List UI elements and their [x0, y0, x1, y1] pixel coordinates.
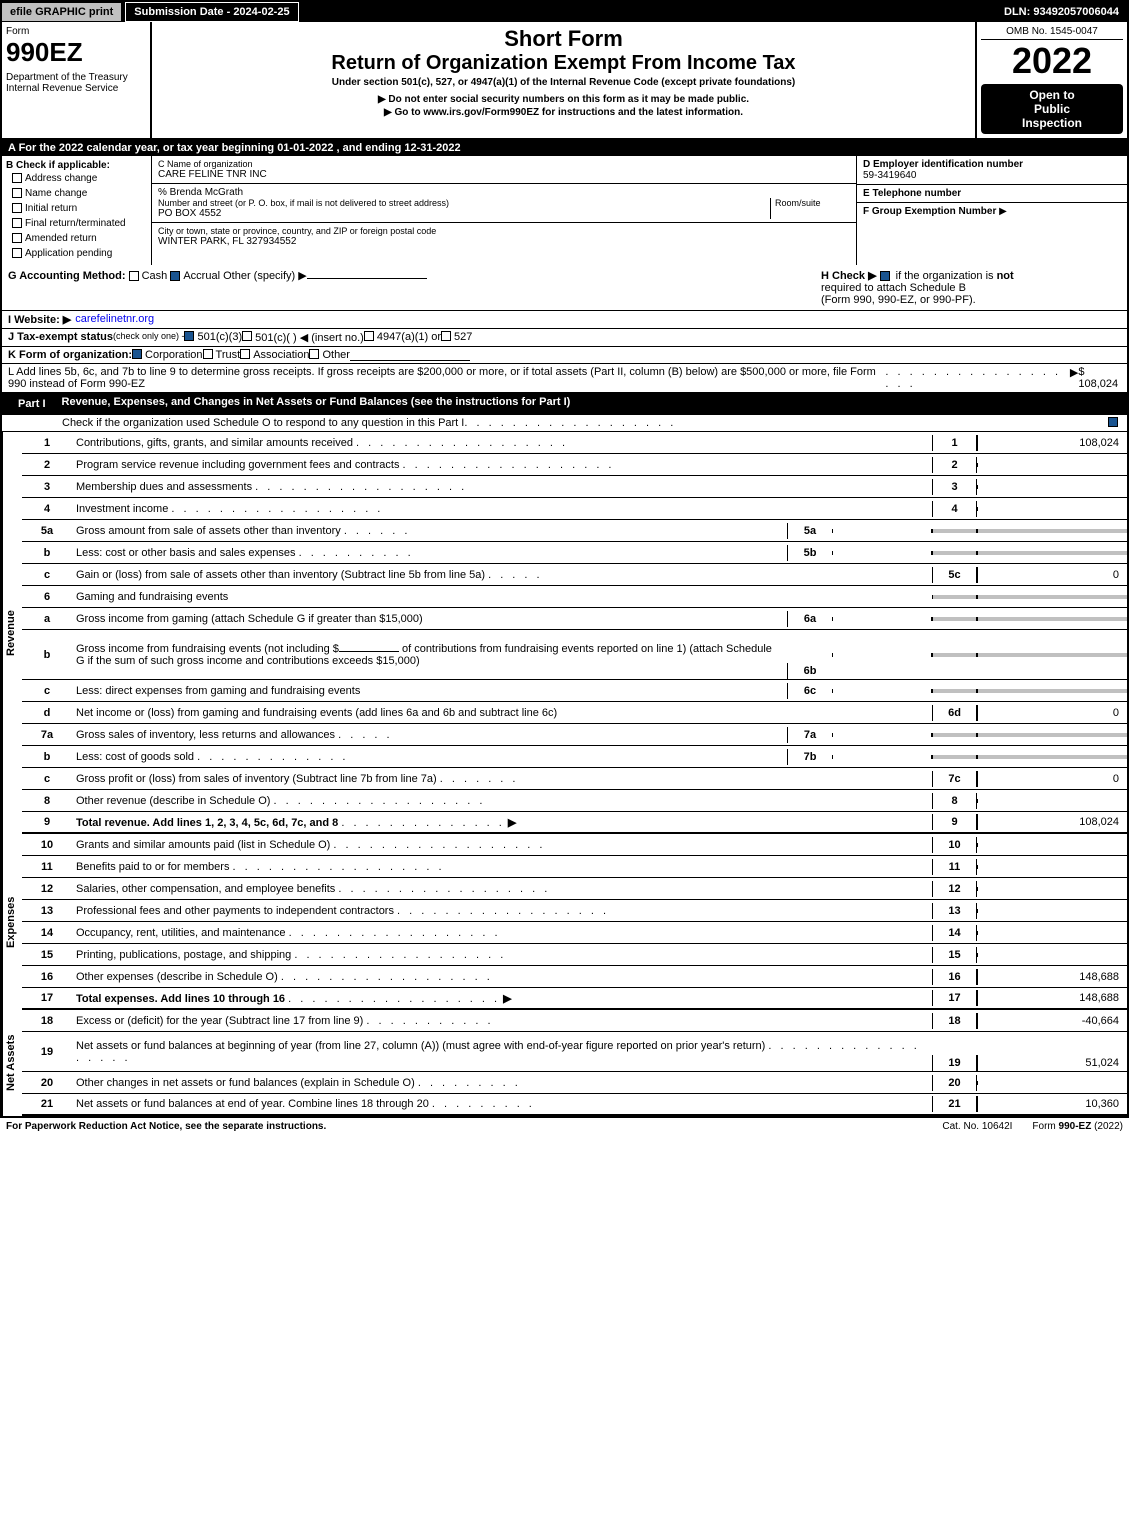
- line-14-amt: [977, 931, 1127, 935]
- line-19-amt: 51,024: [977, 1055, 1127, 1071]
- tel-label: E Telephone number: [863, 188, 1121, 199]
- net-assets-label: Net Assets: [2, 1010, 22, 1116]
- irs-label: Internal Revenue Service: [6, 83, 146, 94]
- line-6d-amt: 0: [977, 705, 1127, 721]
- check-schedule-b[interactable]: [880, 271, 890, 281]
- check-assoc[interactable]: [240, 349, 250, 359]
- l-amount: $ 108,024: [1078, 366, 1121, 390]
- group-label: F Group Exemption Number: [863, 206, 996, 217]
- efile-label[interactable]: efile GRAPHIC print: [2, 3, 121, 21]
- line-13-amt: [977, 909, 1127, 913]
- website-label: I Website: ▶: [8, 313, 71, 326]
- line-12-amt: [977, 887, 1127, 891]
- org-name-label: C Name of organization: [158, 159, 850, 169]
- website-link[interactable]: carefelinetnr.org: [75, 313, 154, 326]
- form-number: 990EZ: [6, 37, 146, 68]
- check-amended[interactable]: Amended return: [6, 231, 147, 246]
- part1-check-text: Check if the organization used Schedule …: [62, 417, 464, 429]
- arrow-icon: ▶: [999, 206, 1007, 217]
- k-label: K Form of organization:: [8, 349, 132, 361]
- check-trust[interactable]: [203, 349, 213, 359]
- dln: DLN: 93492057006044: [996, 3, 1127, 21]
- footer: For Paperwork Reduction Act Notice, see …: [0, 1118, 1129, 1135]
- open-public-badge: Open to Public Inspection: [981, 84, 1123, 134]
- line-1-amt: 108,024: [977, 435, 1127, 451]
- return-title: Return of Organization Exempt From Incom…: [156, 52, 971, 75]
- line-21-amt: 10,360: [977, 1096, 1127, 1112]
- line-8-amt: [977, 799, 1127, 803]
- goto-link[interactable]: ▶ Go to www.irs.gov/Form990EZ for instru…: [156, 107, 971, 118]
- form-header: Form 990EZ Department of the Treasury In…: [2, 22, 1127, 140]
- form-label: Form: [6, 26, 146, 37]
- short-form-title: Short Form: [156, 26, 971, 52]
- check-4947[interactable]: [364, 331, 374, 341]
- footer-form: Form 990-EZ (2022): [1032, 1121, 1123, 1132]
- city-label: City or town, state or province, country…: [158, 226, 850, 236]
- check-corp[interactable]: [132, 349, 142, 359]
- org-name: CARE FELINE TNR INC: [158, 169, 850, 180]
- under-section: Under section 501(c), 527, or 4947(a)(1)…: [156, 77, 971, 88]
- line-7c-amt: 0: [977, 771, 1127, 787]
- part-1-header: Part I Revenue, Expenses, and Changes in…: [2, 393, 1127, 415]
- line-11-amt: [977, 865, 1127, 869]
- line-4-amt: [977, 507, 1127, 511]
- check-address[interactable]: Address change: [6, 171, 147, 186]
- omb-number: OMB No. 1545-0047: [981, 26, 1123, 40]
- j-label: J Tax-exempt status: [8, 331, 113, 344]
- check-name[interactable]: Name change: [6, 186, 147, 201]
- care-of: % Brenda McGrath: [158, 187, 850, 198]
- accounting-label: G Accounting Method:: [8, 270, 126, 282]
- check-schedule-o[interactable]: [1108, 417, 1118, 427]
- check-other[interactable]: [309, 349, 319, 359]
- info-grid: B Check if applicable: Address change Na…: [2, 156, 1127, 265]
- check-527[interactable]: [441, 331, 451, 341]
- h-label: H Check ▶: [821, 270, 877, 282]
- line-16-amt: 148,688: [977, 969, 1127, 985]
- line-2-amt: [977, 463, 1127, 467]
- room-label: Room/suite: [775, 198, 850, 208]
- check-501c3[interactable]: [184, 331, 194, 341]
- check-final[interactable]: Final return/terminated: [6, 216, 147, 231]
- line-15-amt: [977, 953, 1127, 957]
- city: WINTER PARK, FL 327934552: [158, 236, 850, 247]
- tax-year: 2022: [981, 40, 1123, 82]
- check-initial[interactable]: Initial return: [6, 201, 147, 216]
- check-501c[interactable]: [242, 331, 252, 341]
- ein: 59-3419640: [863, 170, 1121, 181]
- street: PO BOX 4552: [158, 208, 770, 219]
- expenses-label: Expenses: [2, 834, 22, 1010]
- submission-date: Submission Date - 2024-02-25: [125, 2, 298, 22]
- line-20-amt: [977, 1081, 1127, 1085]
- ein-label: D Employer identification number: [863, 159, 1121, 170]
- footer-notice: For Paperwork Reduction Act Notice, see …: [6, 1121, 922, 1132]
- check-cash[interactable]: [129, 271, 139, 281]
- footer-cat: Cat. No. 10642I: [922, 1121, 1032, 1132]
- line-3-amt: [977, 485, 1127, 489]
- line-10-amt: [977, 843, 1127, 847]
- line-5c-amt: 0: [977, 567, 1127, 583]
- check-accrual[interactable]: [170, 271, 180, 281]
- top-bar: efile GRAPHIC print Submission Date - 20…: [2, 2, 1127, 22]
- l-text: L Add lines 5b, 6c, and 7b to line 9 to …: [8, 366, 885, 390]
- arrow-icon: ▶: [1070, 366, 1078, 390]
- check-pending[interactable]: Application pending: [6, 246, 147, 261]
- revenue-label: Revenue: [2, 432, 22, 834]
- section-b-label: B Check if applicable:: [6, 160, 147, 171]
- ssn-warning: ▶ Do not enter social security numbers o…: [156, 94, 971, 105]
- period-row: A For the 2022 calendar year, or tax yea…: [2, 140, 1127, 156]
- line-17-amt: 148,688: [977, 990, 1127, 1006]
- line-9-amt: 108,024: [977, 814, 1127, 830]
- dept-label: Department of the Treasury: [6, 72, 146, 83]
- line-18-amt: -40,664: [977, 1013, 1127, 1029]
- street-label: Number and street (or P. O. box, if mail…: [158, 198, 770, 208]
